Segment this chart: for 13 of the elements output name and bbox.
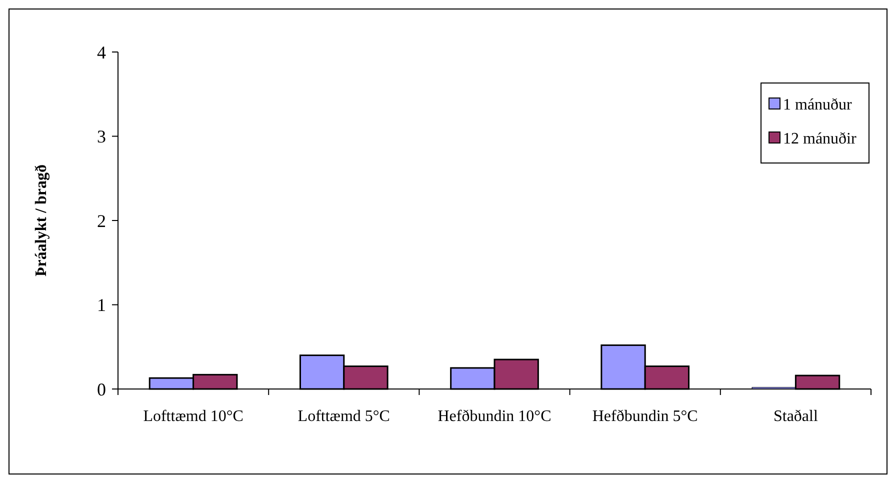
y-axis-title: Þráalykt / bragð bbox=[33, 164, 50, 276]
x-tick-label: Lofttæmd 5°C bbox=[298, 408, 390, 425]
legend-label: 1 mánuður bbox=[783, 96, 853, 114]
y-tick-label: 0 bbox=[97, 379, 106, 400]
y-tick-label: 2 bbox=[97, 210, 106, 231]
x-tick-label: Hefðbundin 10°C bbox=[438, 408, 552, 425]
y-tick-label: 1 bbox=[97, 295, 106, 316]
legend-label: 12 mánuðir bbox=[783, 130, 857, 148]
y-tick-label: 3 bbox=[97, 126, 106, 147]
y-tick-label: 4 bbox=[97, 42, 106, 62]
x-tick-label: Staðall bbox=[773, 408, 818, 425]
x-tick-label: Lofttæmd 10°C bbox=[143, 408, 244, 425]
x-tick-label: Hefðbundin 5°C bbox=[592, 408, 698, 425]
